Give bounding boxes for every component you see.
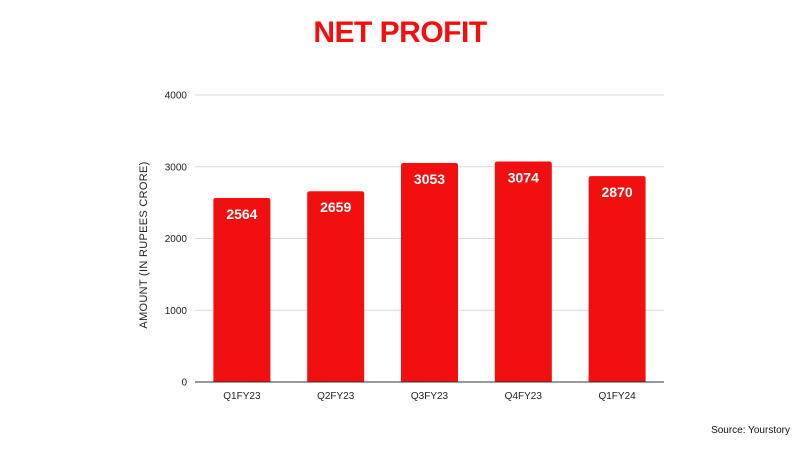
bar-q1fy24 <box>588 176 646 382</box>
y-tick-label: 1000 <box>165 306 188 317</box>
x-axis-ticks: Q1FY23 Q2FY23 Q3FY23 Q4FY23 Q1FY24 <box>223 391 636 402</box>
y-tick-label: 3000 <box>165 162 188 173</box>
y-tick-label: 4000 <box>165 91 188 102</box>
y-axis-ticks: 0 1000 2000 3000 4000 <box>165 91 188 389</box>
bars <box>213 161 646 382</box>
bar-q4fy23 <box>494 161 552 382</box>
data-label-q1fy24: 2870 <box>602 184 633 200</box>
data-label-q1fy23: 2564 <box>226 206 257 222</box>
data-label-q3fy23: 3053 <box>414 171 445 187</box>
bar-q1fy23 <box>213 198 271 382</box>
x-tick-label-q3fy23: Q3FY23 <box>411 391 449 402</box>
x-tick-label-q2fy23: Q2FY23 <box>317 391 355 402</box>
x-tick-label-q4fy23: Q4FY23 <box>505 391 543 402</box>
bar-q3fy23 <box>401 162 458 382</box>
x-tick-label-q1fy23: Q1FY23 <box>223 391 261 402</box>
y-tick-label: 2000 <box>165 234 188 245</box>
bar-q2fy23 <box>307 191 365 382</box>
data-labels: 2564 2659 3053 3074 2870 <box>226 169 633 222</box>
x-tick-label-q1fy24: Q1FY24 <box>598 391 636 402</box>
y-axis-title: AMOUNT (IN RUPEES CRORE) <box>138 161 150 328</box>
data-label-q2fy23: 2659 <box>320 199 351 215</box>
data-label-q4fy23: 3074 <box>508 169 539 185</box>
source-note: Source: Yourstory <box>711 425 790 436</box>
y-tick-label: 0 <box>181 378 187 389</box>
chart-title: NET PROFIT <box>313 16 487 49</box>
